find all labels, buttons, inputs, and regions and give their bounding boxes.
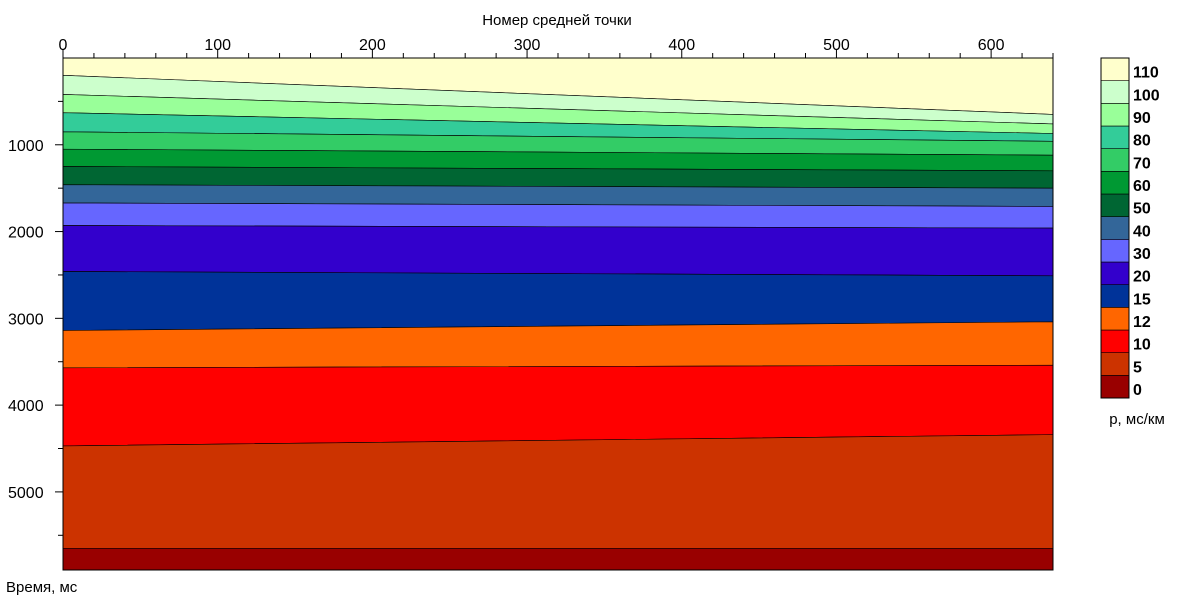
velocity-band-20 [62,225,1054,277]
x-tick-label: 200 [359,37,386,54]
colorbar-swatch-0 [1100,375,1130,399]
velocity-band-40 [62,184,1054,207]
y-axis-title: Время, мс [6,579,78,596]
x-axis: 0 100 200 300 400 500 600 [59,37,1054,58]
colorbar-level-label: 12 [1133,314,1151,331]
colorbar-swatch-40 [1100,216,1130,240]
colorbar-swatch-110 [1100,57,1130,81]
colorbar-swatch-10 [1100,329,1130,353]
colorbar-swatch-50 [1100,193,1130,217]
colorbar-swatch-100 [1100,80,1130,104]
velocity-band-5 [62,434,1054,549]
y-tick-label: 5000 [8,485,44,502]
velocity-band-0 [62,548,1054,571]
velocity-band-30 [62,202,1054,229]
colorbar: 0 5 10 12 15 20 30 40 50 60 70 80 90 100 110 [1100,57,1160,399]
colorbar-level-label: 50 [1133,201,1151,218]
colorbar-level-label: 90 [1133,110,1151,127]
colorbar-swatch-80 [1100,125,1130,149]
colorbar-level-label: 5 [1133,359,1142,376]
colorbar-title: p, мс/км [1109,411,1165,428]
colorbar-level-label: 110 [1133,65,1159,82]
x-tick-label: 400 [668,37,695,54]
colorbar-level-label: 40 [1133,223,1151,240]
colorbar-swatch-5 [1100,352,1130,376]
y-tick-label: 3000 [8,311,44,328]
colorbar-swatch-60 [1100,171,1130,195]
x-tick-label: 500 [823,37,850,54]
x-tick-label: 600 [978,37,1005,54]
y-tick-label: 4000 [8,398,44,415]
velocity-band-15 [62,271,1054,331]
x-tick-label: 0 [59,37,68,54]
y-axis: 1000 2000 3000 4000 5000 [8,100,63,536]
colorbar-swatch-20 [1100,261,1130,285]
colorbar-level-label: 100 [1133,87,1160,104]
colorbar-level-label: 70 [1133,155,1151,172]
colorbar-border [1100,57,1130,399]
colorbar-level-label: 80 [1133,133,1151,150]
x-tick-label: 300 [514,37,541,54]
colorbar-level-label: 0 [1133,382,1142,399]
y-tick-label: 1000 [8,138,44,155]
colorbar-swatch-15 [1100,284,1130,308]
colorbar-level-label: 20 [1133,269,1151,286]
colorbar-swatch-30 [1100,239,1130,263]
colorbar-swatch-90 [1100,103,1130,127]
colorbar-level-label: 30 [1133,246,1151,263]
colorbar-swatch-12 [1100,307,1130,331]
x-tick-label: 100 [204,37,231,54]
velocity-band-10 [62,364,1054,447]
colorbar-swatch-70 [1100,148,1130,172]
colorbar-level-label: 15 [1133,291,1151,308]
colorbar-level-label: 60 [1133,178,1151,195]
colorbar-level-label: 10 [1133,337,1151,354]
x-axis-title: Номер средней точки [482,12,632,29]
plot-bands [62,57,1054,571]
y-tick-label: 2000 [8,225,44,242]
